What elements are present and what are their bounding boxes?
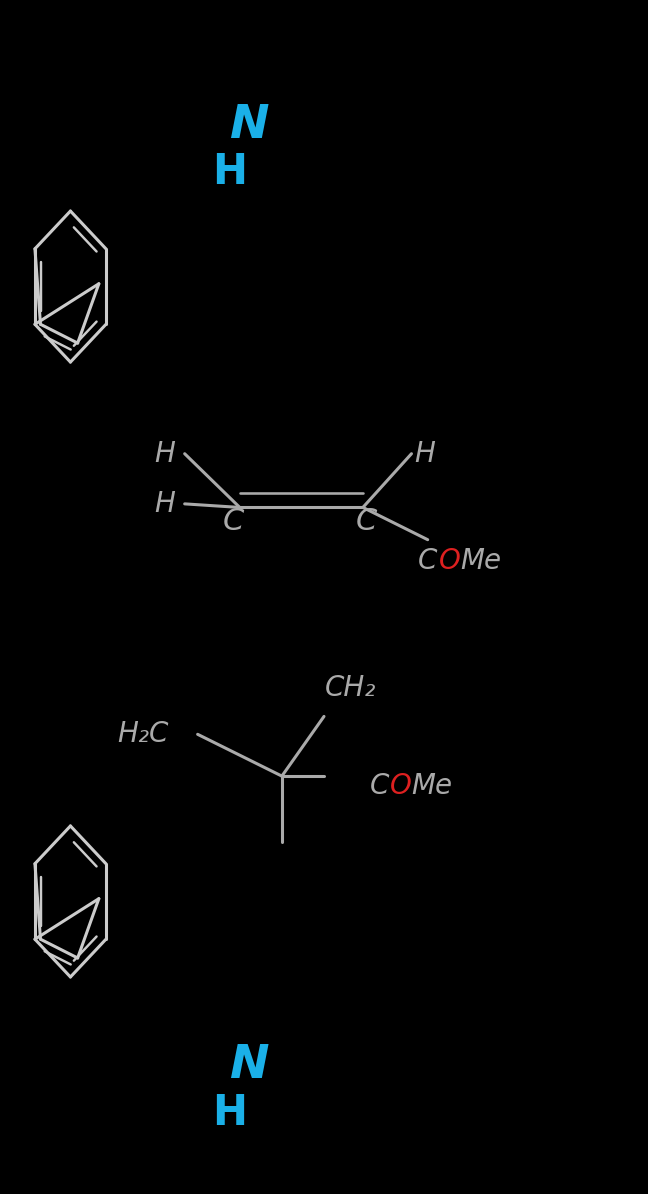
- Text: Me: Me: [411, 771, 452, 800]
- Text: CH₂: CH₂: [325, 675, 376, 702]
- Text: O: O: [439, 547, 461, 576]
- Text: Me: Me: [460, 547, 501, 576]
- Text: C: C: [356, 507, 376, 536]
- Text: N: N: [230, 1042, 269, 1088]
- Text: H: H: [213, 1091, 248, 1134]
- Text: N: N: [230, 103, 269, 148]
- Text: H₂C: H₂C: [117, 720, 168, 749]
- Text: H: H: [154, 490, 175, 518]
- Text: H: H: [154, 439, 175, 468]
- Text: H: H: [415, 439, 435, 468]
- Text: C: C: [369, 771, 389, 800]
- Text: O: O: [390, 771, 412, 800]
- Text: C: C: [223, 507, 244, 536]
- Text: C: C: [418, 547, 437, 576]
- Text: H: H: [213, 150, 248, 193]
